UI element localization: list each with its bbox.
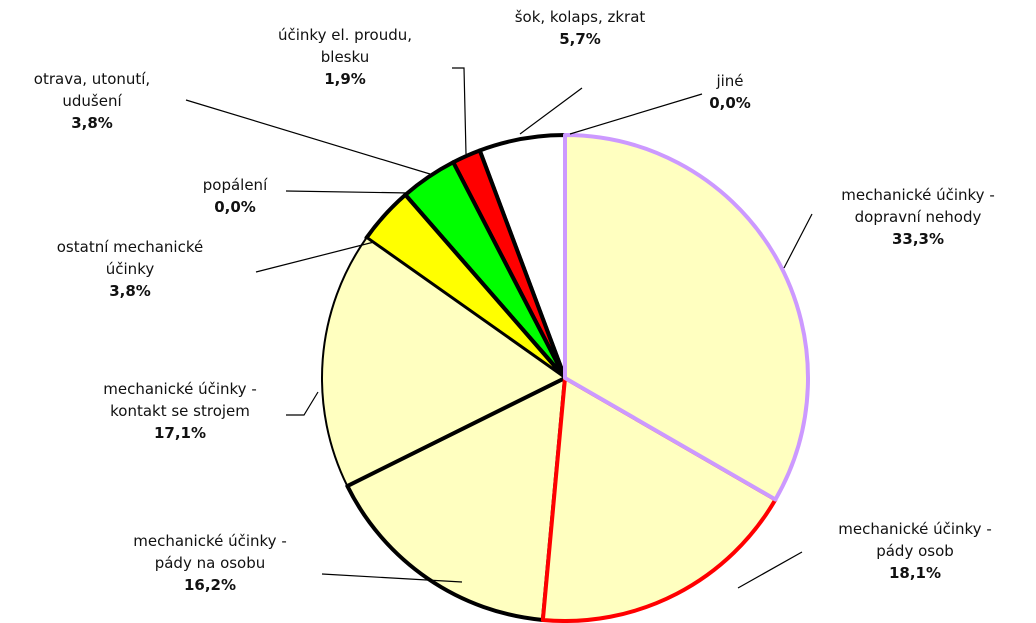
leader-line (185, 99, 431, 175)
slice-label: popálení 0,0% (105, 174, 365, 218)
leader-lines (185, 67, 813, 589)
pie-slice (563, 133, 810, 502)
category-label: mechanické účinky - kontakt se strojem (103, 380, 257, 420)
value-label: 16,2% (183, 576, 237, 594)
slice-label: ostatní mechanické účinky 3,8% (0, 236, 260, 302)
slice-label: jiné 0,0% (600, 70, 860, 114)
value-label: 5,7% (559, 30, 601, 48)
pie-slice (540, 376, 778, 623)
category-label: popálení (202, 176, 268, 194)
category-label: otrava, utonutí, udušení (33, 70, 151, 110)
category-label: mechanické účinky - pády osob (838, 520, 992, 560)
category-label: šok, kolaps, zkrat (514, 8, 646, 26)
slice-label: mechanické účinky - dopravní nehody 33,3% (788, 184, 1036, 250)
leader-line (452, 67, 467, 155)
value-label: 0,0% (214, 198, 256, 216)
value-label: 17,1% (153, 424, 207, 442)
category-label: ostatní mechanické účinky (56, 238, 204, 278)
leader-line (569, 93, 703, 135)
pie-slice (345, 376, 567, 622)
slice-label: mechanické účinky - pády osob 18,1% (785, 518, 1036, 584)
value-label: 1,9% (324, 70, 366, 88)
leader-line (285, 190, 411, 194)
value-label: 3,8% (109, 282, 151, 300)
leader-line (519, 87, 583, 135)
pie-slice (321, 236, 566, 488)
slice-label: mechanické účinky - kontakt se strojem 17… (50, 378, 310, 444)
leader-line (255, 241, 375, 273)
value-label: 0,0% (709, 94, 751, 112)
category-label: účinky el. proudu, blesku (278, 26, 412, 66)
category-label: jiné (716, 72, 744, 90)
leader-line (286, 391, 319, 416)
slice-label: šok, kolaps, zkrat 5,7% (450, 6, 710, 50)
slice-label: mechanické účinky - pády na osobu 16,2% (80, 530, 340, 596)
slice-label: účinky el. proudu, blesku 1,9% (215, 24, 475, 90)
slice-label: otrava, utonutí, udušení 3,8% (0, 68, 222, 134)
leader-line (321, 573, 463, 583)
category-label: mechanické účinky - dopravní nehody (841, 186, 995, 226)
value-label: 18,1% (888, 564, 942, 582)
value-label: 33,3% (891, 230, 945, 248)
leader-line (737, 551, 803, 589)
value-label: 3,8% (71, 114, 113, 132)
category-label: mechanické účinky - pády na osobu (133, 532, 287, 572)
leader-line (783, 213, 813, 269)
